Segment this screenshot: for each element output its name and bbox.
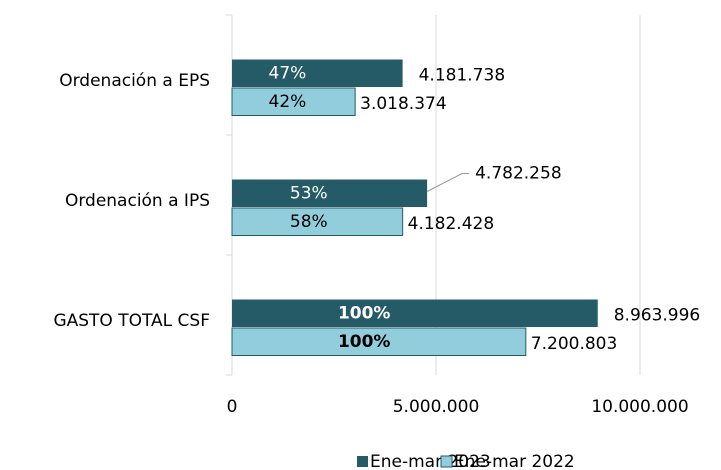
value-label: 4.181.738 — [419, 65, 506, 85]
x-tick-label: 5.000.000 — [393, 397, 480, 417]
leader-line — [426, 173, 470, 192]
legend-label: Ene-mar 2023 — [370, 452, 491, 470]
percent-label: 100% — [338, 332, 391, 352]
x-tick-label: 10.000.000 — [591, 397, 688, 417]
percent-label: 47% — [269, 63, 307, 83]
value-label: 4.782.258 — [475, 164, 562, 184]
legend-label: Ene-mar 2022 — [454, 452, 575, 470]
percent-label: 58% — [290, 212, 328, 232]
legend-swatch — [440, 455, 453, 468]
y-tick-label: Ordenación a EPS — [59, 71, 210, 91]
percent-label: 53% — [290, 183, 328, 203]
y-tick-label: GASTO TOTAL CSF — [53, 311, 210, 331]
legend-swatch — [357, 456, 368, 467]
y-tick-label: Ordenación a IPS — [65, 191, 210, 211]
value-label: 4.182.428 — [408, 214, 495, 234]
bar — [231, 207, 404, 236]
value-label: 8.963.996 — [614, 305, 701, 325]
bar — [231, 327, 527, 356]
bar — [232, 59, 403, 87]
bar — [232, 299, 598, 327]
bar — [231, 87, 356, 116]
x-tick-label: 0 — [227, 397, 238, 417]
value-label: 7.200.803 — [531, 334, 618, 354]
percent-label: 42% — [269, 92, 307, 112]
percent-label: 100% — [338, 303, 391, 323]
bar — [232, 179, 428, 207]
value-label: 3.018.374 — [360, 94, 447, 114]
